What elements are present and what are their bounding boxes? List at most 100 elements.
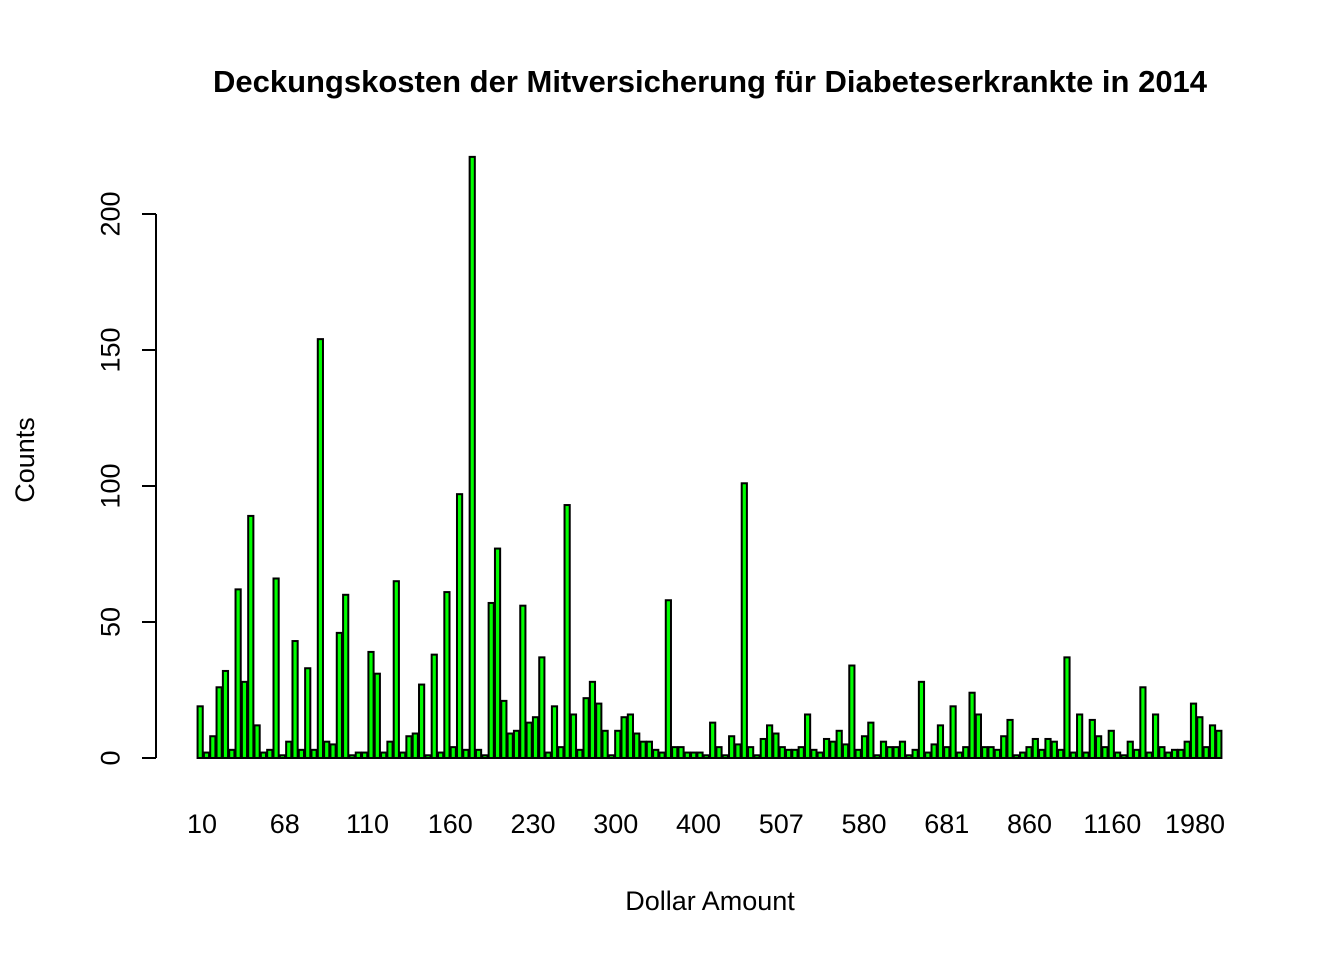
bar [468,155,476,759]
bar [329,743,337,760]
bar [474,748,483,760]
bar [702,754,710,760]
x-tick-label: 230 [510,809,555,839]
bar [810,748,818,760]
bar [924,751,932,759]
bar [949,705,957,760]
bar [411,732,419,760]
x-tick-label: 1160 [1083,809,1141,839]
x-tick-label: 300 [593,809,638,839]
bar [430,653,438,760]
bar [1145,751,1153,759]
bar [664,599,672,759]
bar [1126,740,1134,759]
bar [1101,746,1109,759]
bar [645,740,653,759]
bar [234,588,242,759]
bar [759,737,767,760]
bar [196,705,204,760]
bar [785,748,793,760]
bar [259,751,268,759]
bar [240,680,249,760]
bar [816,751,824,759]
bar [671,746,679,759]
bar [1050,740,1058,759]
bar [690,751,698,759]
bar [1215,729,1223,759]
bar [367,650,375,759]
bar [424,754,432,760]
x-tick-label: 507 [759,809,804,839]
bar [595,702,603,759]
bar [228,748,236,760]
bar [405,735,413,759]
bar [519,604,527,759]
bar [835,729,843,759]
bar [867,721,875,760]
bar [1031,737,1039,760]
bar [892,746,900,759]
bar [221,669,230,760]
bar [266,748,274,760]
bar [525,721,533,760]
bar [873,754,881,760]
y-axis: 0 50 100 150 200 [95,191,157,766]
bar [658,751,666,759]
bar [272,577,280,759]
bar [418,683,426,759]
bar [1107,729,1115,759]
bars [196,155,1223,760]
bar [285,740,293,759]
bar [487,601,495,760]
x-tick-label: 1980 [1165,809,1225,839]
bar [797,746,805,759]
x-tick-labels: 10 68 110 160 230 300 400 507 580 681 860 1160 1980 [187,809,1225,839]
bar [247,514,255,759]
bar [1151,713,1160,759]
bar [1025,746,1033,759]
bar [1088,718,1096,759]
bar [1196,716,1204,760]
bar [316,338,324,759]
bar [1183,740,1191,759]
bar [740,482,748,759]
bar [829,740,837,759]
bar [354,751,362,759]
bar [1069,751,1077,759]
bar [639,740,647,759]
bar [550,705,559,760]
x-tick-label: 580 [841,809,886,839]
y-tick-label: 100 [95,463,125,508]
bar [905,754,913,760]
bar [1202,746,1210,759]
bar [955,751,964,759]
bar [791,748,799,760]
bar [677,746,685,759]
bar [1170,748,1179,760]
bar [544,751,552,759]
bar [1189,702,1198,759]
bar [386,740,394,759]
bar [715,746,723,759]
bar [943,746,951,759]
bar [1139,686,1147,760]
x-tick-label: 860 [1007,809,1052,839]
bar [1132,748,1141,760]
bar [1000,735,1008,759]
bar [747,746,755,759]
bar [506,732,514,760]
bar [734,743,742,760]
bar [1038,748,1046,760]
y-tick-label: 150 [95,327,125,372]
bar [721,754,729,760]
bar [709,721,717,760]
bar [310,748,318,760]
bar [297,748,305,760]
bar [443,591,451,760]
bar [323,740,331,759]
bar [304,667,312,759]
bar [962,746,970,759]
bar [1044,737,1052,760]
bar [772,732,780,760]
